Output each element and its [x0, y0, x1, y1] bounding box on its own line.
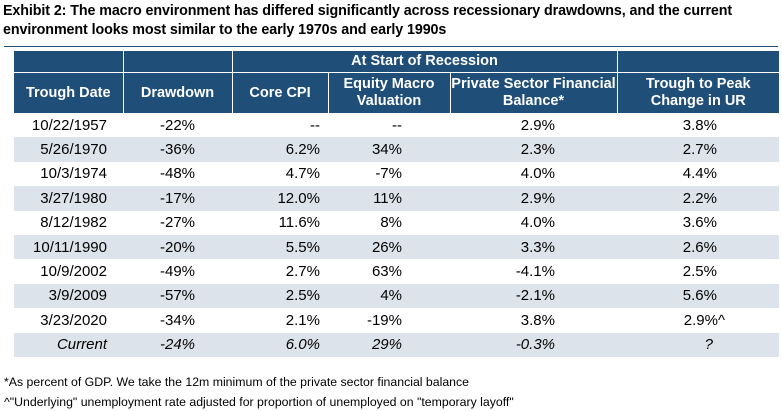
cell-ur-change: 2.6% [617, 234, 779, 260]
cell-drawdown: -49% [159, 263, 196, 281]
table-row: 8/12/1982 -27% 11.6% 8% 4.0% 3.6% [14, 211, 779, 235]
table-row: 10/11/1990 -20% 5.5% 26% 3.3% 2.6% [14, 234, 779, 260]
cell-financial-balance: -0.3% [450, 332, 617, 357]
cell-trough-date: 10/3/1974 [40, 165, 107, 183]
cell-core-cpi: 2.5% [232, 283, 328, 309]
cell-equity-valuation: 63% [371, 263, 402, 281]
col-header-private-sector-financial-balance: Private Sector Financial Balance* [449, 72, 617, 113]
cell-equity-valuation: -19% [366, 311, 402, 329]
cell-trough-date: 3/27/1980 [14, 186, 123, 211]
col-header-core-cpi: Core CPI [231, 72, 328, 113]
cell-ur-change: 3.6% [682, 214, 717, 232]
cell-financial-balance: 4.0% [520, 165, 555, 183]
group-header-at-start-of-recession: At Start of Recession [231, 51, 617, 73]
cell-equity-valuation: -- [392, 116, 402, 134]
cell-core-cpi: 11.6% [278, 214, 320, 232]
table-row: 5/26/1970 -36% 6.2% 34% 2.3% 2.7% [14, 137, 779, 162]
cell-core-cpi: 5.5% [232, 234, 328, 260]
header-row-group: At Start of Recession [14, 51, 779, 73]
col-header-drawdown: Drawdown [122, 72, 232, 113]
table-row: 3/23/2020 -34% 2.1% -19% 3.8% 2.9%^ [14, 308, 779, 332]
cell-equity-valuation: 4% [328, 283, 450, 309]
cell-financial-balance: -4.1% [515, 263, 555, 281]
cell-drawdown: -24% [123, 332, 232, 357]
cell-drawdown: -48% [159, 165, 196, 183]
col-header-trough-to-peak-change-in-ur: Trough to Peak Change in UR [616, 72, 779, 113]
cell-financial-balance: 4.0% [520, 214, 555, 232]
footnote-financial-balance: *As percent of GDP. We take the 12m mini… [4, 375, 470, 389]
col-header-equity-macro-valuation: Equity Macro Valuation [327, 72, 450, 113]
cell-core-cpi: -- [310, 116, 320, 134]
cell-financial-balance: 3.3% [450, 234, 617, 260]
cell-financial-balance: 2.9% [520, 116, 555, 134]
table-row: 10/22/1957 -22% -- -- 2.9% 3.8% [14, 113, 779, 137]
footnote-underlying-unemployment: ^"Underlying" unemployment rate adjusted… [4, 395, 514, 409]
cell-equity-valuation: 26% [328, 234, 450, 260]
cell-core-cpi: 6.0% [232, 332, 328, 357]
title-divider [4, 46, 778, 47]
cell-trough-date: Current [14, 332, 123, 357]
cell-drawdown: -57% [123, 283, 232, 309]
cell-trough-date: 10/11/1990 [14, 234, 123, 260]
cell-trough-date: 10/22/1957 [31, 116, 107, 134]
cell-ur-change: 5.6% [617, 283, 779, 309]
col-header-trough-date: Trough Date [14, 72, 123, 113]
cell-trough-date: 3/23/2020 [40, 311, 107, 329]
cell-core-cpi: 2.1% [285, 311, 320, 329]
cell-ur-change: 2.5% [682, 263, 717, 281]
cell-core-cpi: 2.7% [285, 263, 320, 281]
cell-ur-change: ? [617, 332, 779, 357]
table-row: 10/9/2002 -49% 2.7% 63% -4.1% 2.5% [14, 259, 779, 283]
cell-financial-balance: 2.3% [450, 137, 617, 162]
cell-ur-change: 4.4% [682, 165, 717, 183]
cell-financial-balance: 3.8% [520, 311, 555, 329]
header-spacer [14, 51, 123, 73]
cell-drawdown: -36% [123, 137, 232, 162]
cell-core-cpi: 4.7% [285, 165, 320, 183]
header-row: Trough Date Drawdown Core CPI Equity Mac… [14, 72, 779, 113]
cell-ur-change: 2.2% [617, 186, 779, 211]
recession-table: At Start of Recession Trough Date Drawdo… [14, 51, 779, 357]
cell-drawdown: -17% [123, 186, 232, 211]
cell-trough-date: 5/26/1970 [14, 137, 123, 162]
table-row: 3/27/1980 -17% 12.0% 11% 2.9% 2.2% [14, 186, 779, 211]
table-row-current: Current -24% 6.0% 29% -0.3% ? [14, 332, 779, 357]
cell-trough-date: 3/9/2009 [14, 283, 123, 309]
cell-drawdown: -20% [123, 234, 232, 260]
cell-drawdown: -34% [159, 311, 196, 329]
cell-equity-valuation: -7% [375, 165, 402, 183]
cell-financial-balance: -2.1% [450, 283, 617, 309]
cell-ur-change: 3.8% [682, 116, 717, 134]
cell-equity-valuation: 34% [328, 137, 450, 162]
cell-equity-valuation: 8% [380, 214, 402, 232]
table-row: 3/9/2009 -57% 2.5% 4% -2.1% 5.6% [14, 283, 779, 309]
header-spacer [122, 51, 232, 73]
cell-financial-balance: 2.9% [450, 186, 617, 211]
cell-trough-date: 8/12/1982 [40, 214, 107, 232]
header-spacer [616, 51, 779, 73]
cell-ur-change: 2.7% [617, 137, 779, 162]
exhibit-title: Exhibit 2: The macro environment has dif… [3, 3, 733, 38]
cell-equity-valuation: 11% [328, 186, 450, 211]
cell-trough-date: 10/9/2002 [40, 263, 107, 281]
cell-core-cpi: 12.0% [232, 186, 328, 211]
cell-drawdown: -22% [159, 116, 196, 134]
cell-core-cpi: 6.2% [232, 137, 328, 162]
cell-ur-change: 2.9%^ [683, 311, 725, 329]
cell-drawdown: -27% [159, 214, 196, 232]
table-row: 10/3/1974 -48% 4.7% -7% 4.0% 4.4% [14, 162, 779, 186]
cell-equity-valuation: 29% [328, 332, 450, 357]
